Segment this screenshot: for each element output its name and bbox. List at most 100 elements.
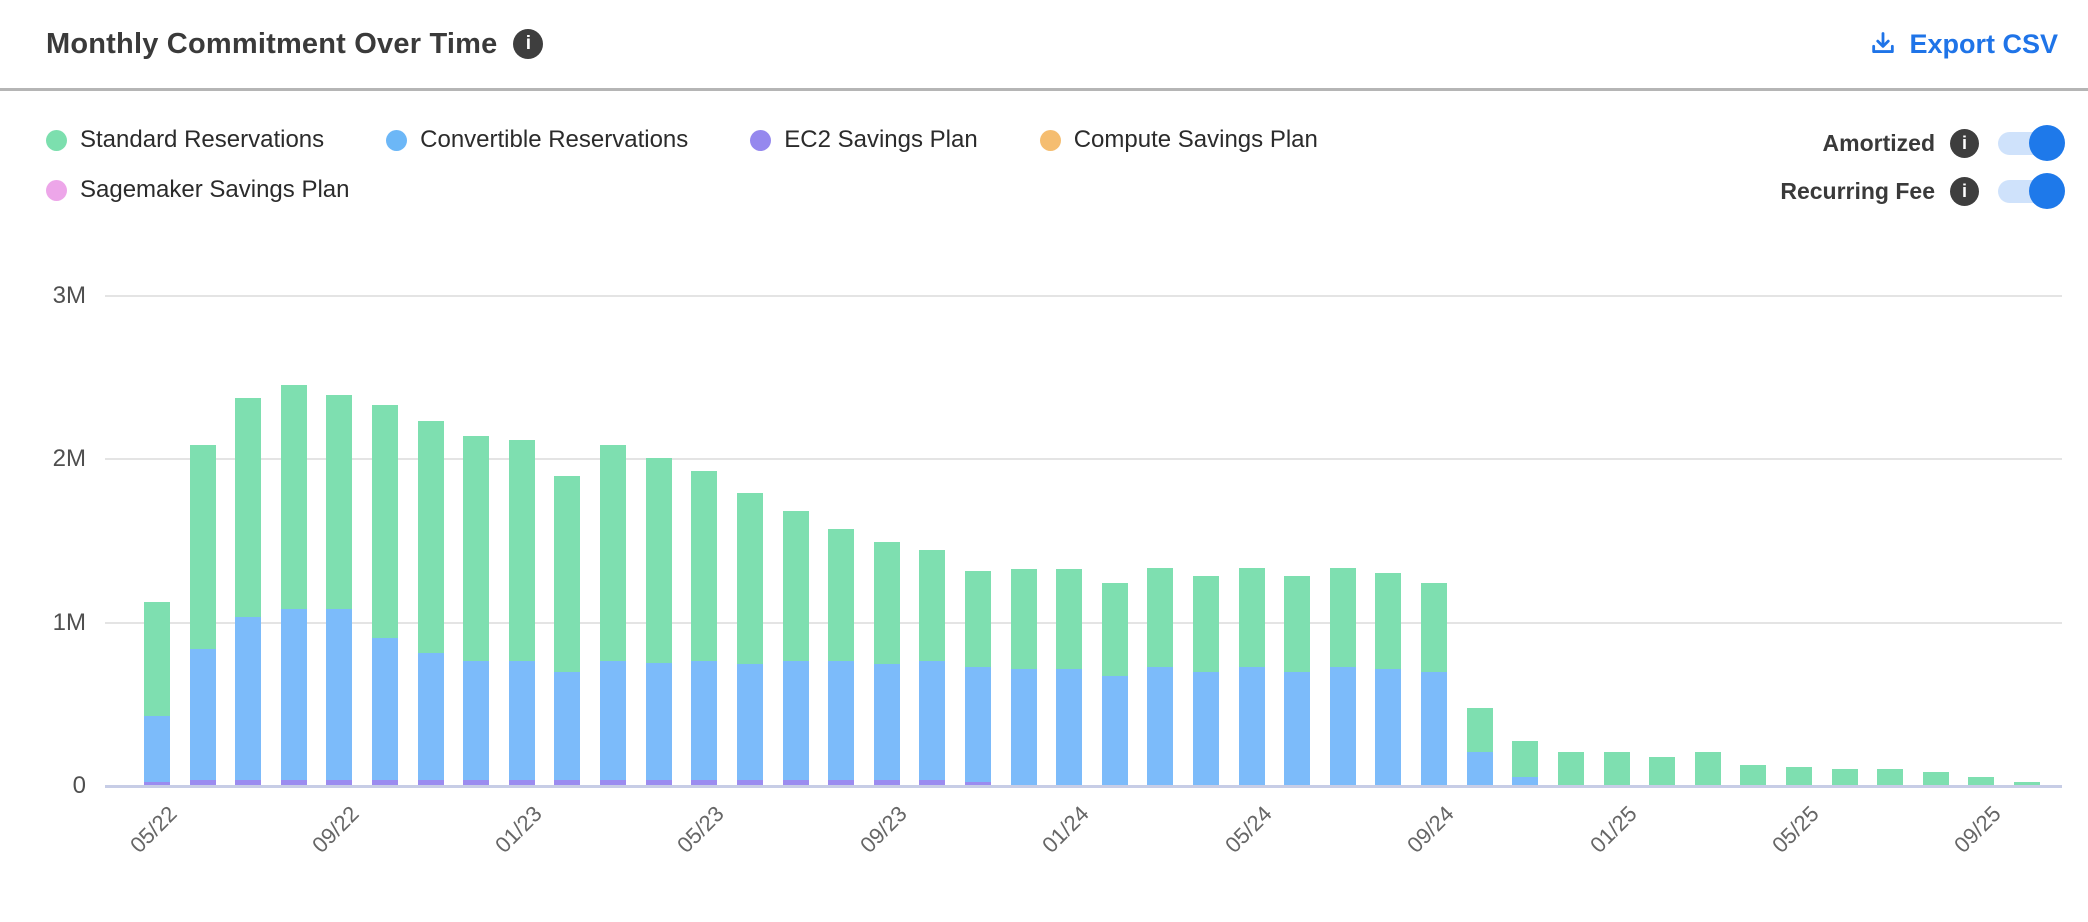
bar-12/24[interactable] — [1557, 752, 1584, 785]
bar-03/24[interactable] — [1147, 567, 1174, 785]
bar-07/23[interactable] — [782, 510, 809, 785]
bar-segment — [736, 492, 763, 665]
bar-segment — [873, 664, 900, 781]
bar-segment — [873, 541, 900, 665]
bar-segment — [1694, 752, 1721, 785]
bar-04/23[interactable] — [645, 458, 672, 785]
bar-07/22[interactable] — [235, 398, 262, 785]
bar-11/23[interactable] — [964, 571, 991, 785]
bar-segment — [645, 780, 672, 785]
bar-07/25[interactable] — [1877, 768, 1904, 785]
bar-04/24[interactable] — [1193, 575, 1220, 785]
bar-01/24[interactable] — [1056, 569, 1083, 785]
bar-segment — [1877, 768, 1904, 785]
bar-segment — [1512, 740, 1539, 777]
bar-segment — [964, 667, 991, 782]
bar-05/23[interactable] — [691, 471, 718, 785]
bar-05/22[interactable] — [144, 602, 170, 785]
x-axis-tick-label: 09/25 — [1949, 801, 2007, 858]
bar-segment — [1922, 771, 1949, 785]
bar-11/24[interactable] — [1512, 740, 1539, 785]
legend-item[interactable]: Convertible Reservations — [386, 126, 688, 153]
bar-08/23[interactable] — [828, 528, 855, 785]
bar-05/24[interactable] — [1238, 567, 1265, 785]
bar-segment — [645, 662, 672, 781]
legend-label: Compute Savings Plan — [1073, 126, 1318, 153]
bar-segment — [828, 528, 855, 661]
bar-segment — [326, 608, 353, 781]
bar-08/25[interactable] — [1922, 771, 1949, 785]
y-axis-tick-label: 0 — [72, 772, 86, 799]
bar-segment — [144, 716, 170, 782]
legend-item[interactable]: Compute Savings Plan — [1039, 126, 1318, 153]
bar-segment — [1512, 776, 1539, 785]
bar-10/22[interactable] — [372, 404, 399, 785]
bar-02/24[interactable] — [1101, 582, 1128, 785]
legend-item[interactable]: Sagemaker Savings Plan — [46, 176, 349, 203]
toggle-row: Amortized i — [1780, 124, 2065, 161]
bar-segment — [1193, 672, 1220, 785]
bar-segment — [691, 780, 718, 785]
bar-segment — [554, 476, 581, 673]
bar-09/25[interactable] — [1968, 776, 1995, 785]
bar-segment — [280, 608, 307, 781]
bar-segment — [964, 781, 991, 785]
toggle-info-icon[interactable]: i — [1950, 176, 1979, 206]
bar-06/24[interactable] — [1284, 575, 1311, 785]
bar-segment — [1101, 675, 1128, 785]
bar-10/25[interactable] — [2013, 781, 2040, 785]
legend-item[interactable]: EC2 Savings Plan — [750, 126, 978, 153]
bar-07/24[interactable] — [1329, 567, 1356, 785]
bar-02/23[interactable] — [554, 476, 581, 785]
toggle-switch-amortized[interactable] — [1998, 124, 2065, 161]
bar-segment — [508, 660, 535, 781]
bar-08/24[interactable] — [1375, 572, 1402, 785]
export-csv-label: Export CSV — [1909, 28, 2058, 59]
bar-11/22[interactable] — [417, 420, 444, 785]
bar-06/25[interactable] — [1831, 768, 1858, 785]
toggle-knob — [2029, 124, 2065, 161]
bar-12/22[interactable] — [463, 435, 490, 785]
bar-segment — [1421, 582, 1448, 673]
title-info-icon[interactable]: i — [513, 29, 544, 59]
bar-08/22[interactable] — [280, 384, 307, 785]
toggle-switch-recurring-fee[interactable] — [1998, 172, 2065, 209]
bar-segment — [1466, 752, 1493, 785]
bar-segment — [417, 780, 444, 785]
x-axis-tick-label: 05/22 — [125, 801, 182, 858]
bar-segment — [280, 384, 307, 609]
bar-segment — [782, 510, 809, 661]
toggle-group: Amortized i Recurring Fee i — [1780, 124, 2065, 209]
bar-segment — [1238, 567, 1265, 668]
chart-controls: Standard Reservations Convertible Reserva… — [0, 91, 2088, 233]
bar-segment — [600, 445, 627, 661]
bar-06/22[interactable] — [189, 445, 216, 785]
export-csv-button[interactable]: Export CSV — [1869, 29, 2058, 60]
legend-dot — [750, 129, 772, 151]
bar-09/23[interactable] — [873, 541, 900, 785]
bar-03/25[interactable] — [1694, 752, 1721, 785]
bar-segment — [144, 781, 170, 785]
bar-09/22[interactable] — [326, 394, 353, 785]
bar-01/25[interactable] — [1603, 752, 1630, 785]
bar-segment — [189, 445, 216, 650]
bar-05/25[interactable] — [1785, 767, 1812, 785]
bar-segment — [417, 652, 444, 781]
bar-03/23[interactable] — [600, 445, 627, 785]
bar-12/23[interactable] — [1010, 569, 1037, 785]
bar-01/23[interactable] — [508, 440, 535, 785]
bar-segment — [600, 660, 627, 781]
bar-segment — [417, 420, 444, 653]
legend-item[interactable]: Standard Reservations — [46, 126, 324, 153]
bar-segment — [782, 660, 809, 781]
bar-09/24[interactable] — [1421, 582, 1448, 785]
bar-10/23[interactable] — [919, 549, 946, 785]
bar-02/25[interactable] — [1649, 757, 1676, 785]
bar-06/23[interactable] — [736, 492, 763, 785]
bar-10/24[interactable] — [1466, 708, 1493, 785]
bar-segment — [463, 435, 490, 661]
toggle-info-icon[interactable]: i — [1950, 128, 1979, 158]
x-axis-tick-label: 05/23 — [672, 801, 729, 858]
bar-04/25[interactable] — [1740, 765, 1767, 785]
bar-segment — [1010, 569, 1037, 670]
